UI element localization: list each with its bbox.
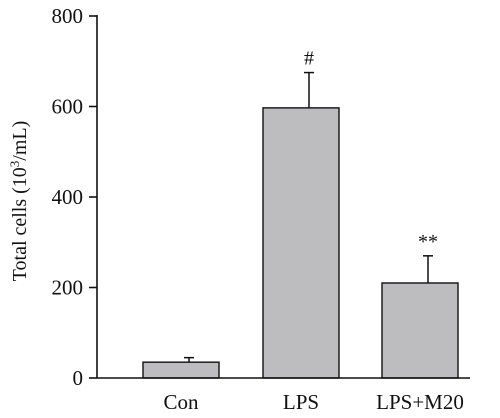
y-tick-label: 400	[52, 185, 84, 209]
y-axis-label-superscript: 3	[7, 161, 22, 168]
y-axis-label-main: Total cells (10	[9, 167, 31, 281]
significance-marker: **	[418, 231, 438, 253]
y-tick-label: 600	[52, 95, 84, 119]
bars: # **	[142, 48, 459, 379]
x-axis: Con LPS LPS+M20	[97, 377, 470, 414]
bar	[262, 107, 340, 379]
significance-marker: #	[304, 48, 314, 70]
y-tick-label: 0	[73, 366, 84, 390]
y-tick-label: 200	[52, 276, 84, 300]
bar	[142, 361, 220, 379]
x-tick-label: Con	[163, 390, 199, 414]
y-axis: 0 200 400 600 800	[52, 4, 98, 390]
y-axis-label: Total cells (103/mL)	[7, 121, 32, 282]
x-tick-label: LPS+M20	[376, 390, 464, 414]
bar	[381, 282, 459, 379]
y-axis-label-unit: /mL)	[9, 121, 31, 161]
x-tick-label: LPS	[283, 390, 319, 414]
y-tick-label: 800	[52, 4, 84, 28]
